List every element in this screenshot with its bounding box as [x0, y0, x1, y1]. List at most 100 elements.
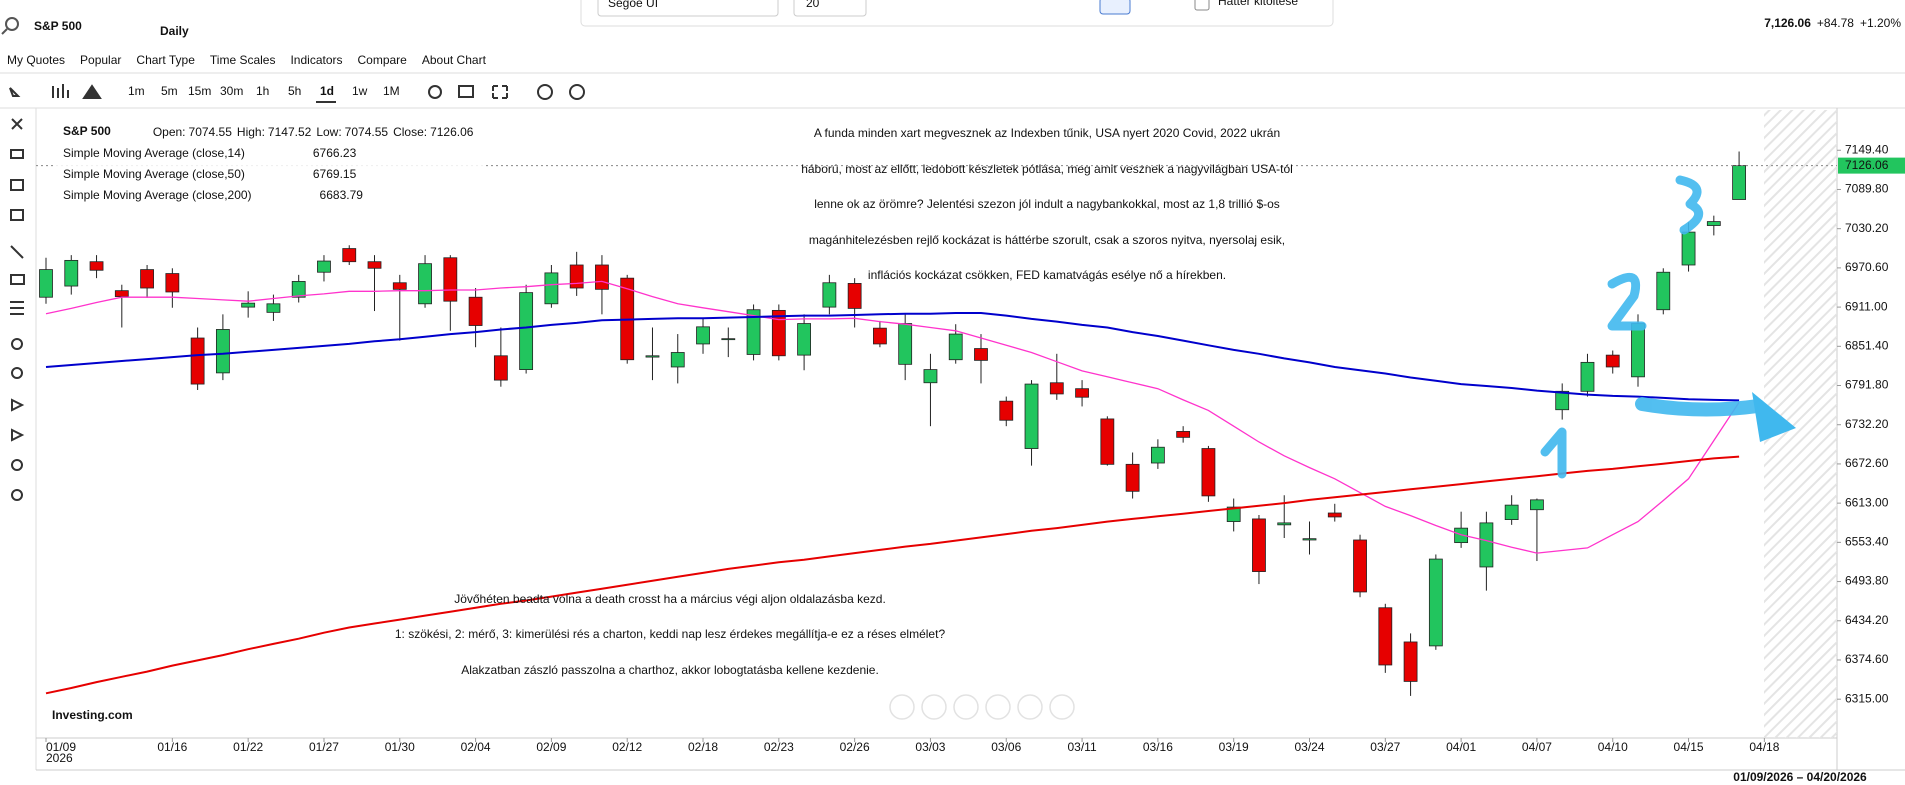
settings-icon[interactable]	[428, 85, 442, 99]
ohlc-value: 7074.55	[189, 125, 233, 139]
nav-button[interactable]	[1049, 694, 1075, 720]
legend-title: S&P 500	[63, 124, 111, 138]
candle-body	[443, 257, 458, 302]
interval-button[interactable]: 5h	[288, 84, 301, 98]
candle-body	[1353, 539, 1367, 593]
y-tick-label: 6613.00	[1845, 495, 1889, 509]
menu-item[interactable]: Chart Type	[136, 53, 195, 67]
legend-value: 6766.23	[313, 146, 357, 160]
note-line-pink: Alakzatban zászló passzolna a charthoz, …	[461, 663, 879, 677]
candle-body	[1580, 361, 1595, 392]
candle-body	[1656, 271, 1671, 311]
candle-body	[1176, 431, 1191, 438]
nav-buttons	[889, 694, 1075, 720]
candle-body	[1302, 538, 1317, 541]
candle-body	[1605, 354, 1620, 368]
tool-icon[interactable]	[11, 367, 23, 379]
nav-button[interactable]	[921, 694, 947, 720]
fullscreen-icon[interactable]	[492, 85, 508, 99]
size-select[interactable]	[793, 0, 867, 17]
x-year-label: 2026	[46, 751, 73, 765]
x-tick-label: 03/24	[1294, 740, 1324, 754]
interval-button[interactable]: 1d	[320, 84, 334, 98]
x-tick-label: 03/27	[1370, 740, 1400, 754]
tool-icon[interactable]	[10, 301, 24, 315]
candle-body	[1252, 518, 1266, 572]
search-icon[interactable]	[5, 17, 19, 31]
nav-button[interactable]	[985, 694, 1011, 720]
cursor-icon[interactable]	[9, 87, 21, 97]
nav-button[interactable]	[889, 694, 915, 720]
candle-body	[1403, 641, 1418, 682]
x-tick-label: 04/10	[1598, 740, 1628, 754]
area-icon[interactable]	[82, 84, 102, 99]
candle-body	[1075, 388, 1089, 398]
menu-item[interactable]: My Quotes	[7, 53, 65, 67]
candle-body	[418, 263, 432, 305]
interval-button[interactable]: 1M	[383, 84, 400, 98]
candle-body	[1732, 165, 1746, 200]
date-range: 01/09/2026 – 04/20/2026	[1733, 770, 1867, 784]
menu-item[interactable]: About Chart	[422, 53, 487, 67]
candle-body	[923, 369, 938, 384]
left-toolbar	[9, 87, 25, 501]
menu-item[interactable]: Popular	[80, 53, 121, 67]
interval-button[interactable]: 1h	[256, 84, 269, 98]
tool-icon[interactable]	[10, 209, 24, 221]
x-tick-label: 01/16	[157, 740, 187, 754]
sma-line	[45, 280, 1740, 554]
candle-body	[898, 323, 913, 365]
menu-item[interactable]: Compare	[358, 53, 408, 67]
logo: Investing.com	[52, 708, 133, 722]
candle-body	[1706, 221, 1721, 226]
candle-body	[317, 260, 331, 273]
candle-body	[1479, 522, 1494, 568]
x-tick-label: 04/07	[1522, 740, 1552, 754]
tool-icon[interactable]	[11, 428, 25, 442]
interval-button[interactable]: 15m	[188, 84, 211, 98]
nav-button[interactable]	[1017, 694, 1043, 720]
candle-body	[1631, 323, 1645, 378]
download-icon[interactable]	[537, 84, 553, 100]
candle-body	[544, 272, 559, 305]
y-tick-label: 6672.60	[1845, 456, 1889, 470]
font-select[interactable]	[597, 0, 779, 17]
hand-drawing	[1540, 175, 1765, 479]
tool-icon[interactable]	[11, 489, 23, 501]
x-tick-label: 03/06	[991, 740, 1021, 754]
sma-line	[45, 312, 1740, 402]
camera-icon[interactable]	[458, 85, 474, 98]
checkbox[interactable]	[1194, 0, 1210, 11]
menu-item[interactable]: Time Scales	[210, 53, 276, 67]
candle-body	[771, 309, 786, 357]
interval-button[interactable]: 30m	[220, 84, 243, 98]
ohlc-label: High:	[237, 125, 265, 139]
tool-icon[interactable]	[10, 179, 24, 191]
candle-body	[569, 264, 584, 289]
interval-button[interactable]: 1m	[128, 84, 145, 98]
tool-icon[interactable]	[11, 118, 23, 130]
candle-body	[215, 329, 230, 374]
candle-body	[114, 290, 129, 297]
menu-item[interactable]: Indicators	[290, 53, 342, 67]
x-tick-label: 02/26	[840, 740, 870, 754]
interval-button[interactable]: 5m	[161, 84, 178, 98]
tool-icon[interactable]	[11, 398, 25, 412]
tool-icon[interactable]	[10, 274, 25, 285]
font-size: 20	[806, 0, 820, 10]
candle-body	[39, 269, 53, 298]
search-icon	[1, 28, 8, 35]
align-button[interactable]	[1099, 0, 1131, 15]
tool-icon[interactable]	[10, 149, 24, 159]
upload-icon[interactable]	[569, 84, 585, 100]
interval-button[interactable]: 1w	[352, 84, 368, 98]
nav-button[interactable]	[953, 694, 979, 720]
candle-body	[342, 248, 357, 263]
candles-icon[interactable]	[52, 84, 69, 98]
note-line: lenne ok az örömre? Jelentési szezon jól…	[814, 197, 1280, 211]
tool-icon[interactable]	[11, 459, 23, 471]
tool-icon[interactable]	[11, 338, 23, 350]
tool-icon[interactable]	[10, 245, 24, 259]
